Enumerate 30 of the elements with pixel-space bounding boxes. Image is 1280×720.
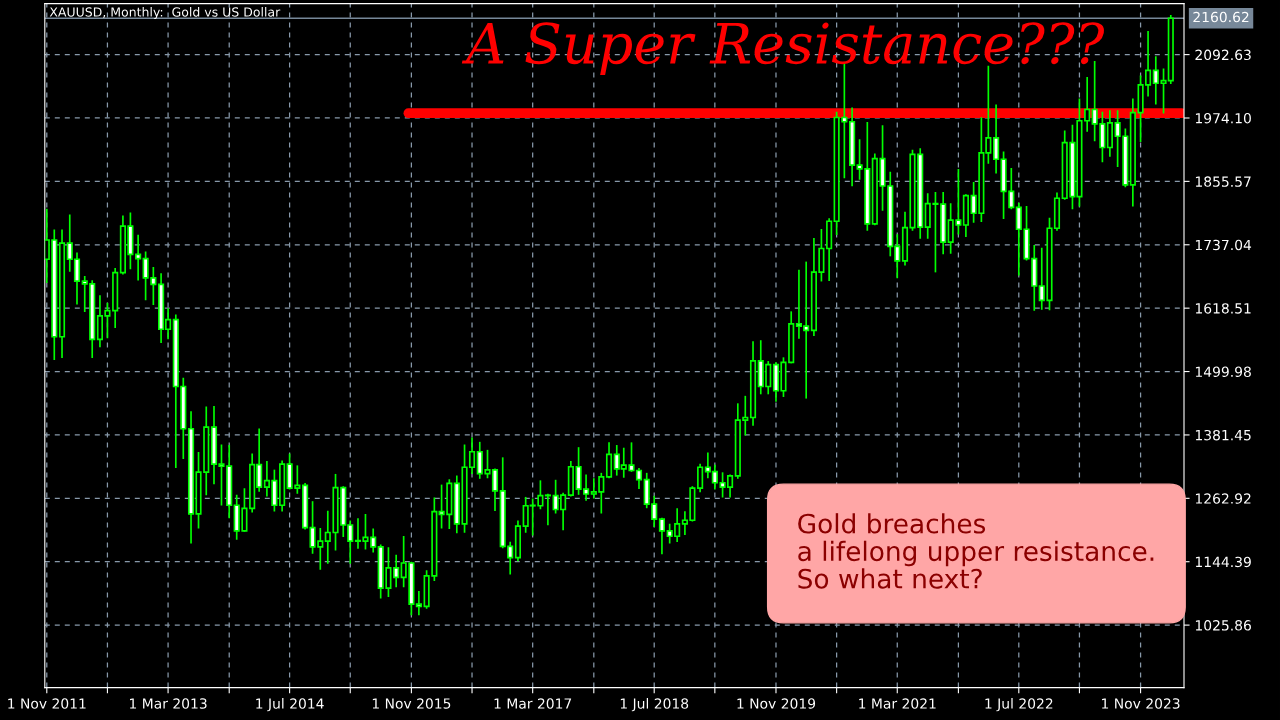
y-tick-label: 2092.63 (1195, 49, 1251, 61)
annotation: Gold breaches a lifelong upper resistance. So what next? (798, 513, 1154, 589)
x-tick-label: 1 Jul 2014 (256, 698, 324, 712)
x-tick-label: 1 Mar 2021 (859, 698, 936, 709)
chart-title: XAUUSD, Monthly: Gold vs US Dollar (49, 7, 281, 20)
y-tick-label: 1618.51 (1195, 303, 1251, 314)
y-tick-label: 1144.39 (1195, 556, 1251, 568)
candlestick (605, 442, 613, 479)
x-tick-label: 1 Jul 2022 (985, 698, 1053, 712)
y-tick-label: 1974.10 (1195, 112, 1251, 124)
ref-line-label: 2160.62 (1193, 11, 1249, 23)
x-tick-label: 1 Nov 2011 (8, 698, 86, 709)
y-tick-label: 1381.45 (1195, 429, 1251, 441)
x-tick-label: 1 Mar 2013 (130, 698, 207, 709)
candlestick (658, 517, 666, 555)
x-tick-label: 1 Jul 2018 (620, 698, 689, 712)
y-tick-label: 1499.98 (1195, 366, 1251, 378)
x-tick-label: 1 Nov 2019 (737, 698, 816, 709)
x-tick-label: 1 Nov 2023 (1102, 698, 1180, 709)
y-tick-label: 1737.04 (1195, 239, 1252, 251)
annotation: A Super Resistance??? (461, 22, 1105, 75)
y-tick-label: 1025.86 (1195, 620, 1251, 631)
x-tick-label: 1 Mar 2017 (494, 698, 572, 709)
candlestick (415, 591, 422, 616)
candlestick (135, 234, 142, 281)
candlestick (697, 463, 704, 493)
candlestick (544, 493, 551, 526)
y-tick-label: 1262.92 (1195, 493, 1251, 504)
x-tick-label: 1 Nov 2015 (372, 698, 451, 709)
y-tick-label: 1855.57 (1195, 176, 1251, 187)
